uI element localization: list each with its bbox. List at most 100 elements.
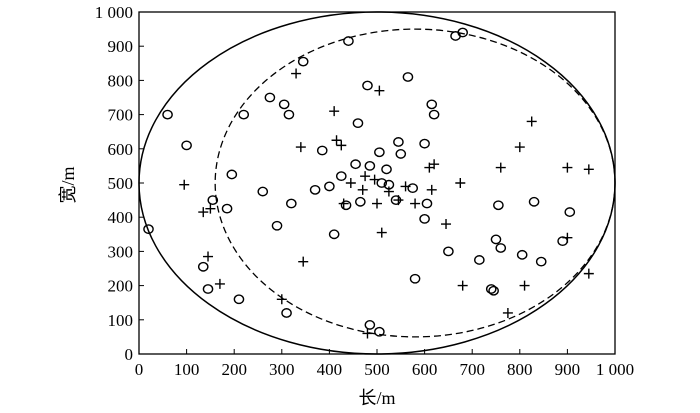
- circle-point: [233, 294, 245, 305]
- circle-point: [286, 198, 297, 209]
- y-tick-label: 800: [108, 71, 134, 90]
- circle-point: [490, 234, 502, 245]
- y-tick-label: 600: [108, 140, 134, 159]
- y-tick-label: 300: [108, 242, 134, 261]
- y-tick-label: 200: [108, 277, 134, 296]
- y-tick-label: 500: [108, 174, 134, 193]
- plus-point: [519, 280, 530, 291]
- plus-point: [362, 328, 373, 339]
- circle-point: [328, 229, 340, 240]
- plus-point: [426, 184, 437, 195]
- circle-point: [457, 27, 468, 38]
- circle-point: [376, 178, 388, 188]
- plot-area: [138, 11, 616, 355]
- circle-point: [528, 196, 540, 207]
- plus-point: [291, 68, 302, 79]
- x-tick-label: 100: [174, 360, 200, 379]
- plus-point: [336, 140, 347, 151]
- x-tick-label: 700: [459, 360, 485, 379]
- y-tick-label: 1 000: [95, 3, 133, 22]
- circle-point: [281, 308, 292, 318]
- plus-point: [455, 178, 466, 188]
- plus-point: [583, 268, 594, 279]
- plus-point: [457, 280, 468, 291]
- plus-point: [383, 186, 394, 197]
- circle-point: [409, 273, 421, 284]
- circle-point: [393, 137, 404, 147]
- circle-point: [355, 196, 366, 207]
- circle-point: [207, 195, 219, 206]
- y-tick-label: 900: [108, 37, 134, 56]
- plus-point: [495, 162, 506, 173]
- circle-point: [257, 186, 269, 197]
- x-tick-label: 1 000: [596, 360, 634, 379]
- circle-point: [278, 99, 290, 110]
- circle-point: [426, 99, 438, 110]
- plus-point: [583, 164, 594, 175]
- circle-point: [352, 118, 364, 129]
- circle-point: [374, 147, 385, 158]
- circle-point: [335, 171, 347, 182]
- plus-point: [374, 85, 385, 96]
- plus-point: [179, 179, 190, 190]
- circle-point: [340, 200, 352, 211]
- x-axis-label: 长/m: [358, 388, 395, 408]
- circle-point: [428, 109, 440, 120]
- plus-point: [329, 106, 340, 117]
- dashed-ellipse: [214, 28, 616, 338]
- circle-point: [374, 326, 385, 337]
- plus-point: [298, 256, 309, 267]
- plus-point: [429, 159, 440, 170]
- plus-point: [198, 207, 209, 218]
- plus-point: [203, 251, 214, 262]
- circle-point: [395, 149, 407, 159]
- circle-point: [421, 198, 433, 209]
- plus-point: [410, 198, 421, 209]
- circle-point: [488, 285, 499, 296]
- circle-point: [226, 169, 238, 180]
- y-tick-label: 0: [125, 345, 134, 364]
- circle-point: [364, 160, 376, 171]
- plus-point: [441, 219, 452, 230]
- x-tick-label: 200: [221, 360, 247, 379]
- plus-point: [360, 171, 371, 182]
- circle-point: [162, 109, 173, 120]
- circle-point: [407, 183, 419, 194]
- circle-point: [238, 109, 250, 120]
- plus-point: [295, 142, 306, 153]
- y-axis-label: 宽/m: [58, 166, 78, 203]
- plus-point: [562, 232, 573, 243]
- circle-point: [271, 220, 283, 231]
- circle-point: [419, 214, 430, 224]
- y-tick-label: 100: [108, 311, 134, 330]
- plus-point: [357, 184, 368, 195]
- circle-point: [202, 284, 214, 294]
- x-tick-label: 0: [135, 360, 144, 379]
- x-tick-label: 500: [364, 360, 390, 379]
- circle-point: [362, 80, 373, 91]
- plus-point: [331, 135, 342, 146]
- circle-point: [316, 145, 328, 156]
- circle-point: [143, 224, 154, 235]
- circle-point: [516, 249, 528, 260]
- circle-point: [419, 138, 430, 149]
- circle-point: [297, 56, 309, 67]
- circle-point: [343, 36, 354, 46]
- plus-point: [376, 227, 387, 238]
- plus-point: [369, 174, 380, 185]
- circle-point: [535, 256, 547, 267]
- circle-point: [264, 92, 276, 103]
- circle-point: [564, 207, 576, 217]
- circle-point: [283, 109, 295, 120]
- plus-point: [562, 162, 573, 173]
- x-tick-label: 900: [555, 360, 581, 379]
- x-tick-label: 300: [269, 360, 295, 379]
- plus-point: [393, 195, 404, 206]
- plus-point: [214, 278, 225, 289]
- circle-point: [181, 140, 192, 151]
- plus-point: [205, 203, 216, 214]
- y-tick-label: 400: [108, 208, 134, 227]
- circle-point: [495, 243, 507, 253]
- x-tick-label: 600: [412, 360, 438, 379]
